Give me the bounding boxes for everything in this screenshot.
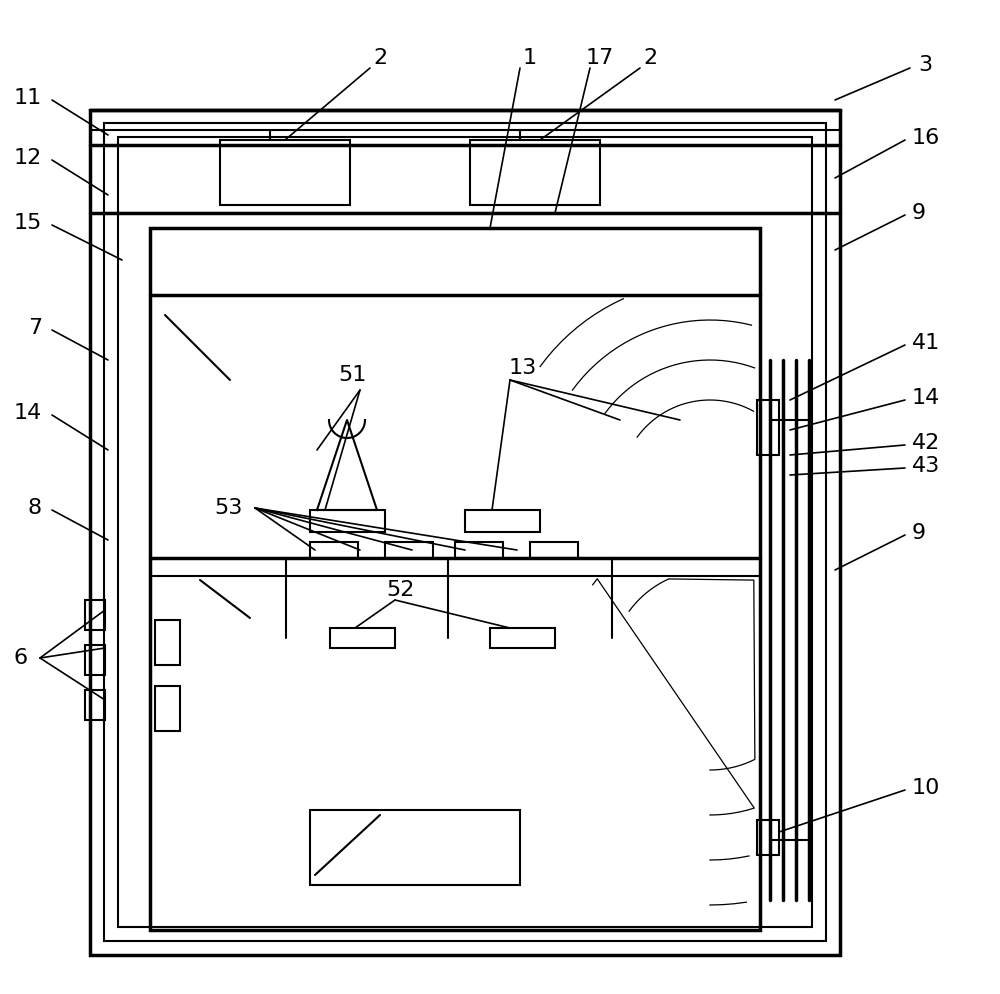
Text: 43: 43 — [912, 456, 940, 476]
Bar — [757, 820, 779, 855]
Text: 7: 7 — [28, 318, 42, 338]
Text: 13: 13 — [509, 358, 537, 378]
Text: 51: 51 — [338, 365, 366, 385]
Text: 10: 10 — [912, 778, 940, 798]
Text: 9: 9 — [912, 523, 926, 543]
Bar — [757, 400, 779, 455]
Bar — [118, 137, 812, 927]
Bar — [310, 510, 385, 532]
Text: 12: 12 — [14, 148, 42, 168]
Bar — [85, 600, 105, 630]
Bar — [155, 686, 180, 731]
Bar — [85, 690, 105, 720]
Text: 14: 14 — [912, 388, 940, 408]
Bar — [385, 542, 433, 558]
Text: 16: 16 — [912, 128, 940, 148]
Bar — [104, 123, 826, 941]
Bar — [530, 542, 578, 558]
Bar — [220, 140, 350, 205]
Bar — [465, 510, 540, 532]
Bar — [455, 542, 503, 558]
Bar — [490, 628, 555, 648]
Text: 11: 11 — [14, 88, 42, 108]
Text: 9: 9 — [912, 203, 926, 223]
Bar — [90, 110, 840, 955]
Bar — [310, 542, 358, 558]
Text: 6: 6 — [14, 648, 28, 668]
Text: 3: 3 — [918, 55, 932, 75]
Bar — [155, 620, 180, 665]
Text: 2: 2 — [373, 48, 387, 68]
Text: 41: 41 — [912, 333, 940, 353]
Text: 15: 15 — [14, 213, 42, 233]
Text: 1: 1 — [523, 48, 537, 68]
Text: 14: 14 — [14, 403, 42, 423]
Bar — [150, 228, 760, 930]
Bar — [470, 140, 600, 205]
Bar — [85, 645, 105, 675]
Text: 17: 17 — [586, 48, 614, 68]
Text: 52: 52 — [386, 580, 414, 600]
Text: 2: 2 — [643, 48, 657, 68]
Bar — [330, 628, 395, 648]
Bar — [310, 810, 520, 885]
Text: 53: 53 — [215, 498, 243, 518]
Text: 42: 42 — [912, 433, 940, 453]
Text: 8: 8 — [28, 498, 42, 518]
